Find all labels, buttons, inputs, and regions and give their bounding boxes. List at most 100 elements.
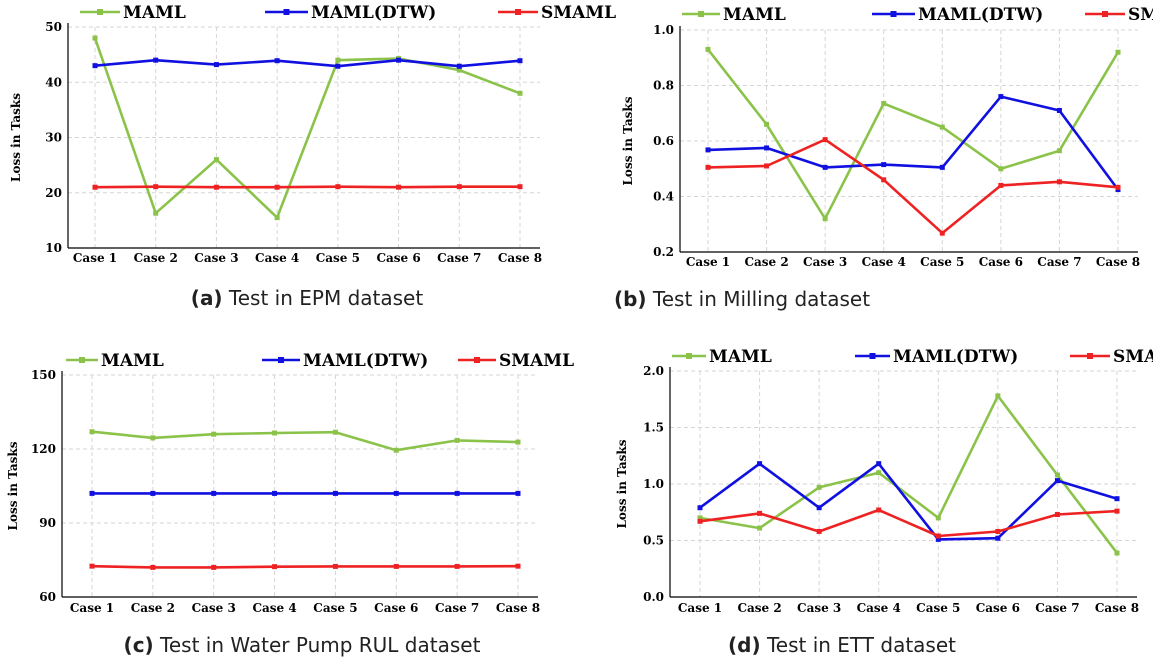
chart-panel-3: 60 90 120 150 Case 1 Case 2 Case 3 Case 4 Case 5… [6,351,574,657]
y-tick-label: 50 [45,20,62,34]
x-tick-label: Case 8 [498,251,542,265]
legend-marker [97,9,103,15]
legend-label: MAML [709,347,772,367]
x-tick-label: Case 6 [976,601,1020,615]
series-line-smaml [699,508,1118,538]
y-tick-label: 40 [45,75,62,89]
caption-letter: (c) [124,633,154,657]
data-point [998,166,1004,172]
y-tick-label: 1.5 [643,421,664,435]
data-point [1054,472,1060,478]
y-tick-label: 1.0 [643,477,664,491]
legend-marker [79,357,85,363]
data-point [822,164,828,170]
data-point [211,564,217,570]
data-point [697,505,703,511]
data-point [274,184,280,190]
data-point [92,63,98,69]
x-tick-label: Case 5 [916,601,960,615]
data-point [876,461,882,467]
y-axis-label: Loss in Tasks [621,96,635,185]
legend-marker [698,11,704,17]
data-point [935,533,941,539]
data-point [822,216,828,222]
legend-marker [474,357,480,363]
y-tick-label: 120 [31,442,56,456]
caption-label: Test in Water Pump RUL dataset [154,633,481,657]
caption-label: Test in Milling dataset [647,287,871,311]
data-point [705,164,711,170]
data-point [935,536,941,542]
caption-letter: (a) [191,286,223,310]
data-point [153,57,159,63]
data-point [757,461,763,467]
data-point [150,564,156,570]
legend-label: MAML(DTW) [311,3,436,23]
data-point [697,518,703,524]
caption-label: Test in EPM dataset [223,286,424,310]
x-tick-label: Case 2 [737,601,781,615]
data-point [995,535,1001,541]
legend-label: SMAML [541,3,616,23]
data-point [454,437,460,443]
y-axis-label: Loss in Tasks [6,441,20,530]
panel-caption: (d) Test in ETT dataset [728,633,956,657]
y-tick-label: 60 [39,590,56,604]
y-axis-label: Loss in Tasks [9,93,23,182]
data-point [274,215,280,221]
x-tick-label: Case 7 [435,601,479,615]
data-point [764,145,770,151]
panel-caption: (b) Test in Milling dataset [614,287,870,311]
data-point [822,137,828,143]
data-point [816,484,822,490]
data-point [1115,49,1121,55]
x-tick-label: Case 1 [686,255,730,269]
data-point [515,439,521,445]
data-point [705,147,711,153]
legend-marker [869,353,876,359]
caption-letter: (b) [614,287,647,311]
data-point [1114,550,1120,556]
x-tick-label: Case 1 [73,251,117,265]
data-point [1056,179,1062,185]
x-tick-label: Case 2 [134,251,178,265]
data-point [396,184,402,190]
legend-marker [515,9,521,15]
x-tick-label: Case 8 [496,601,540,615]
data-point [332,563,338,569]
y-tick-label: 0.5 [643,534,664,548]
data-point [935,515,941,521]
y-tick-label: 0.6 [653,134,674,148]
data-point [89,429,95,435]
series-line-smaml [707,138,1119,235]
data-point [92,184,98,190]
data-point [515,490,521,496]
legend-marker [1102,11,1108,17]
x-tick-label: Case 2 [744,255,788,269]
y-axis-label: Loss in Tasks [615,439,629,528]
legend-label: MAML(DTW) [918,5,1043,25]
data-point [939,230,945,236]
data-point [998,182,1004,188]
data-point [517,58,523,64]
x-tick-label: Case 5 [920,255,964,269]
data-point [456,67,462,73]
panel-caption: (c) Test in Water Pump RUL dataset [124,633,481,657]
y-tick-label: 0.8 [653,79,674,93]
caption-letter: (d) [728,633,761,657]
data-point [1054,478,1060,484]
y-tick-label: 0.4 [653,190,674,204]
data-point [92,35,98,41]
data-point [1054,512,1060,518]
data-point [272,430,278,436]
x-tick-label: Case 5 [316,251,360,265]
data-point [705,46,711,52]
x-tick-label: Case 1 [70,601,114,615]
data-point [213,62,219,68]
data-point [816,528,822,534]
data-point [881,177,887,183]
data-point [764,121,770,127]
data-point [998,94,1004,100]
data-point [517,184,523,190]
series-line-mamldtw [707,95,1120,191]
